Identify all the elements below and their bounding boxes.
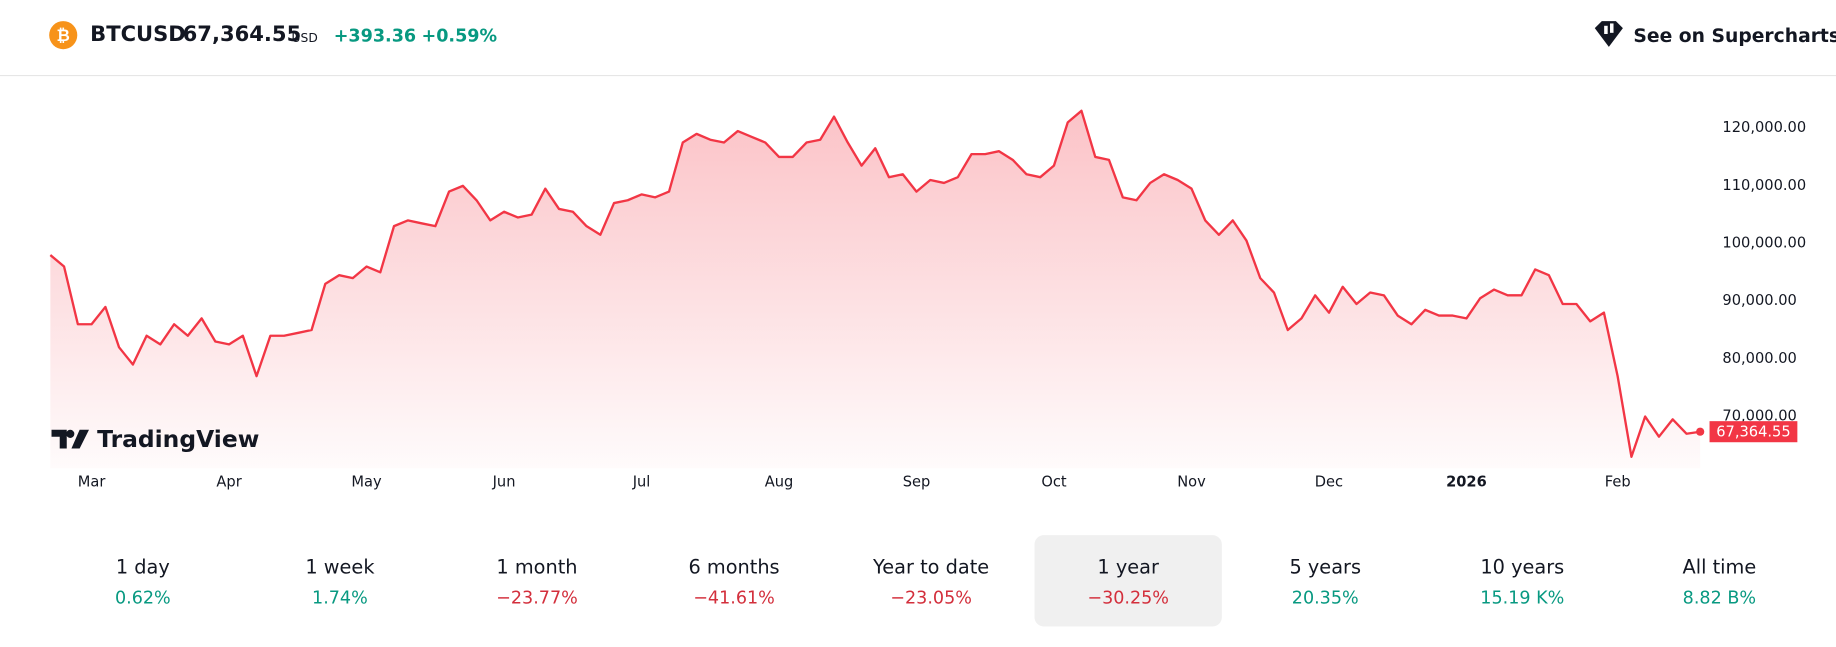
x-tick-label: Jul	[632, 473, 651, 490]
change: +393.36	[334, 26, 416, 46]
period-label[interactable]: 10 years	[1480, 555, 1564, 578]
period-change: −23.05%	[890, 588, 972, 608]
plot: 70,000.00 80,000.00 90,000.00 100,000.00 110…	[49, 109, 1806, 490]
period-item[interactable]: 1 year −30.25%	[1034, 535, 1222, 627]
x-tick-label: Jun	[492, 473, 516, 490]
coin-icon	[49, 21, 78, 50]
period-change: 8.82 B%	[1683, 588, 1756, 608]
x-tick-label: Dec	[1315, 473, 1343, 490]
period-item[interactable]: 6 months −41.61%	[688, 555, 779, 608]
y-tick-label: 70,000.00	[1722, 407, 1796, 424]
period-label[interactable]: 1 year	[1097, 555, 1159, 578]
period-item[interactable]: 1 day 0.62%	[115, 555, 171, 608]
header: ₿ BTCUSD 67,364.55 USD +393.36 +0.59% Se…	[0, 21, 1836, 77]
last-point	[1696, 427, 1705, 436]
period-label[interactable]: All time	[1683, 555, 1757, 578]
period-item[interactable]: 1 month −23.77%	[496, 555, 578, 608]
x-tick-label: Oct	[1041, 473, 1067, 490]
coin-glyph: ₿	[57, 26, 70, 45]
currency: USD	[292, 31, 318, 45]
period-label[interactable]: 1 month	[496, 555, 577, 578]
x-tick-label: Sep	[903, 473, 931, 490]
y-tick-label: 110,000.00	[1722, 177, 1806, 194]
price-tag	[1709, 421, 1798, 443]
period-item[interactable]: 5 years 20.35%	[1289, 555, 1361, 608]
period-change: −41.61%	[693, 588, 775, 608]
area	[50, 110, 1701, 469]
y-tick-label: 90,000.00	[1722, 292, 1796, 309]
supercharts-link[interactable]: See on Supercharts	[1594, 21, 1836, 47]
logo-mark	[51, 429, 89, 449]
period-change: −30.25%	[1087, 588, 1169, 608]
period-label[interactable]: 1 day	[116, 555, 170, 578]
x-tick-label: Feb	[1605, 473, 1631, 490]
period-change: 1.74%	[312, 588, 368, 608]
period-item[interactable]: Year to date −23.05%	[872, 555, 989, 608]
x-tick-label: Mar	[78, 473, 107, 490]
y-tick-label: 100,000.00	[1722, 234, 1806, 251]
periods: 1 day 0.62% 1 week 1.74% 1 month −23.77% 6 mon…	[115, 535, 1757, 627]
price: 67,364.55	[183, 21, 302, 46]
x-tick-label: Apr	[216, 473, 242, 490]
link-icon-bar	[1610, 23, 1614, 33]
y-tick-label: 80,000.00	[1722, 350, 1796, 367]
price-tag-text: 67,364.55	[1716, 423, 1790, 440]
x-tick-label: May	[351, 473, 382, 490]
price-line	[49, 109, 1701, 458]
link-text[interactable]: See on Supercharts	[1633, 26, 1836, 47]
period-label[interactable]: 6 months	[688, 555, 779, 578]
period-label[interactable]: 5 years	[1289, 555, 1361, 578]
link-icon-bar	[1604, 25, 1608, 34]
y-tick-label: 120,000.00	[1722, 119, 1806, 136]
period-label[interactable]: 1 week	[305, 555, 375, 578]
period-change: 20.35%	[1292, 588, 1359, 608]
period-change: 15.19 K%	[1480, 588, 1564, 608]
logo-text: TradingView	[97, 425, 259, 453]
symbol: BTCUSD	[90, 21, 186, 46]
logo: TradingView	[51, 425, 259, 453]
period-change: 0.62%	[115, 588, 171, 608]
change-pct: +0.59%	[422, 26, 498, 46]
x-tick-label: 2026	[1446, 473, 1487, 490]
period-label[interactable]: Year to date	[872, 555, 989, 578]
period-selected	[1034, 535, 1222, 627]
x-tick-label: Aug	[765, 473, 794, 490]
period-item[interactable]: 1 week 1.74%	[305, 555, 375, 608]
x-tick-label: Nov	[1177, 473, 1206, 490]
period-change: −23.77%	[496, 588, 578, 608]
link-icon	[1594, 21, 1623, 47]
period-item[interactable]: 10 years 15.19 K%	[1480, 555, 1564, 608]
period-item[interactable]: All time 8.82 B%	[1683, 555, 1757, 608]
